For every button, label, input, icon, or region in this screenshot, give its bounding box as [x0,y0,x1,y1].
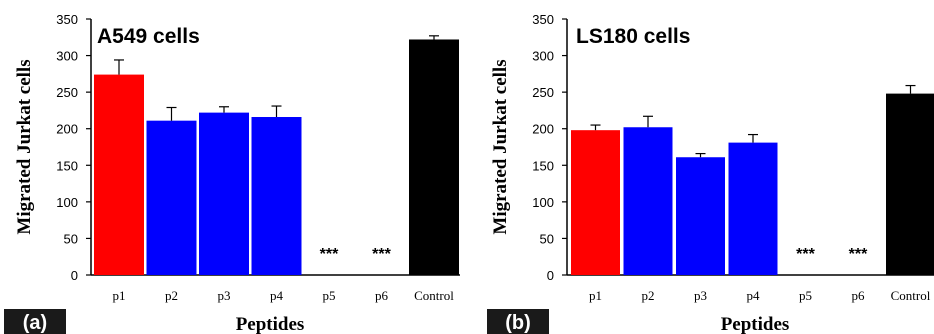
y-tick-label: 100 [532,195,554,210]
bar-p2 [623,127,673,275]
y-tick-label: 150 [532,158,554,173]
bar-Control [409,39,459,276]
bar-p1 [571,130,620,275]
bar-Control [886,93,934,275]
bar-p2 [146,120,197,275]
chart-title: A549 cells [97,25,200,48]
bar-p1 [94,74,144,276]
y-tick-label: 250 [56,85,78,100]
significance-label: *** [849,246,868,263]
y-tick-label: 0 [547,268,554,283]
bar-p4 [728,142,778,275]
y-tick-label: 150 [56,158,78,173]
x-tick-label: p5 [799,288,812,303]
significance-label: *** [372,246,391,263]
y-axis-label: Migrated Jurkat cells [490,59,511,234]
y-tick-label: 50 [64,231,78,246]
x-tick-label: p2 [165,288,178,303]
y-tick-label: 300 [532,49,554,64]
chart-title: LS180 cells [576,25,690,48]
x-tick-label: p3 [694,288,707,303]
y-tick-label: 50 [540,231,554,246]
x-tick-label: p6 [375,288,389,303]
bar-p3 [676,157,725,275]
x-tick-label: p4 [270,288,284,303]
x-tick-label: p1 [113,288,126,303]
panel-label: (b) [505,312,531,334]
panel-label: (a) [23,312,47,334]
panel-label-box [487,309,549,334]
chart-panel-1: 0 50 100 150 200 250 300 350 p1 p2 p3 p4 *** p5 *** p6 C… [4,12,460,334]
y-axis-label: Migrated Jurkat cells [14,59,35,234]
y-tick-label: 350 [56,12,78,27]
x-tick-label: p3 [218,288,231,303]
y-tick-label: 0 [71,268,78,283]
y-tick-label: 200 [56,122,78,137]
y-tick-label: 350 [532,12,554,27]
significance-label: *** [320,246,339,263]
x-axis-label: Peptides [236,314,305,334]
x-tick-label: p4 [747,288,761,303]
y-tick-label: 200 [532,122,554,137]
x-tick-label: p2 [642,288,655,303]
x-tick-label: Control [414,288,454,303]
y-tick-label: 100 [56,195,78,210]
panel-label-box [4,309,66,334]
y-tick-label: 300 [56,49,78,64]
x-axis-label: Peptides [721,314,790,334]
chart-panel-2: 0 50 100 150 200 250 300 350 p1 p2 p3 p4 *** p5 *** p6 C… [487,12,934,334]
bar-p4 [251,117,302,275]
x-tick-label: Control [891,288,931,303]
significance-label: *** [796,246,815,263]
x-tick-label: p5 [323,288,336,303]
y-tick-label: 250 [532,85,554,100]
x-tick-label: p6 [852,288,866,303]
bar-p3 [199,112,249,275]
x-tick-label: p1 [589,288,602,303]
